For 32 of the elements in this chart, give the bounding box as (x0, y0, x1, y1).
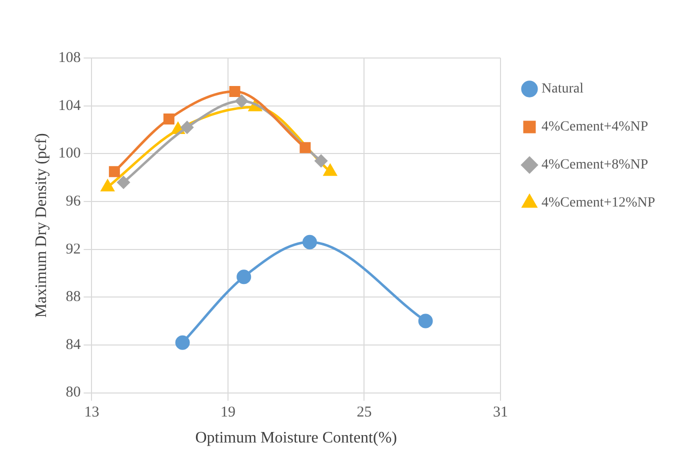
y-tick-label: 108 (58, 50, 81, 66)
point (101, 180, 114, 192)
point (302, 234, 317, 250)
point (418, 314, 433, 328)
y-axis-title: Maximum Dry Density (pcf) (32, 133, 50, 318)
legend-label: 4%Cement+8%NP (542, 158, 648, 173)
point (324, 164, 337, 176)
x-tick-label: 13 (84, 404, 100, 421)
y-tick-label: 84 (66, 336, 82, 353)
x-tick-label: 31 (493, 404, 508, 421)
legend-label: 4%Cement+4%NP (542, 120, 648, 135)
y-tick-label: 80 (66, 384, 81, 401)
point (175, 335, 190, 350)
point (108, 166, 120, 178)
point (236, 270, 252, 284)
point (117, 176, 130, 189)
point (300, 142, 311, 154)
y-tick-label: 96 (66, 193, 82, 210)
x-axis-title: Optimum Moisture Content(%) (195, 430, 397, 447)
x-tick-label: 25 (356, 404, 372, 421)
y-tick-label: 100 (58, 146, 81, 162)
y-tick-label: 88 (66, 289, 81, 306)
point (229, 86, 240, 97)
legend-label: 4%Cement+12%NP (542, 196, 656, 211)
point (314, 154, 328, 168)
legend-label: Natural (542, 82, 584, 97)
point (163, 113, 174, 124)
y-tick-label: 104 (58, 98, 82, 114)
y-tick-label: 92 (66, 241, 81, 258)
x-tick-label: 19 (220, 404, 236, 421)
point (235, 94, 248, 108)
point (180, 121, 194, 134)
